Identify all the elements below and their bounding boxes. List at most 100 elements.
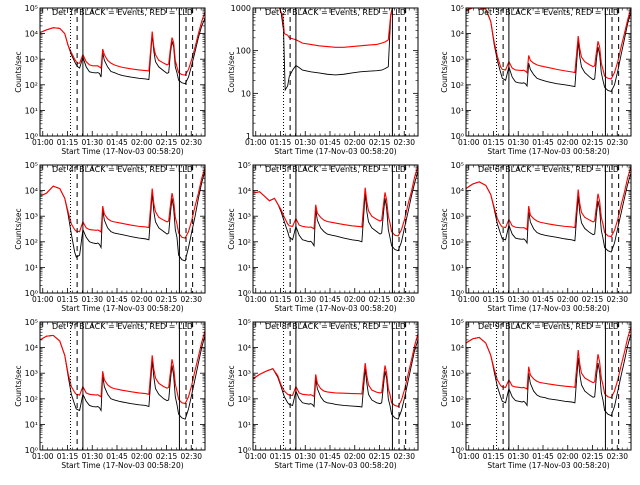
y-tick-label: 10² bbox=[238, 395, 251, 404]
y-tick-label: 10¹ bbox=[25, 263, 38, 272]
x-tick-label: 01:30 bbox=[294, 452, 316, 461]
series-line-events bbox=[253, 339, 418, 420]
y-tick-label: 10⁰ bbox=[25, 132, 38, 141]
y-axis-label: Counts/sec bbox=[440, 208, 449, 249]
x-tick-label: 02:30 bbox=[180, 138, 202, 147]
plot-frame bbox=[39, 321, 206, 451]
y-tick-label: 10⁴ bbox=[25, 344, 38, 353]
x-tick-label: 02:00 bbox=[344, 138, 366, 147]
y-axis-label: Counts/sec bbox=[14, 208, 23, 249]
plot-frame bbox=[39, 164, 206, 294]
x-tick-label: 01:30 bbox=[507, 452, 529, 461]
y-axis-label: Counts/sec bbox=[440, 365, 449, 406]
y-tick-label: 10⁰ bbox=[238, 289, 251, 298]
x-tick-label: 01:00 bbox=[245, 295, 267, 304]
plot-frame bbox=[39, 7, 206, 137]
x-tick-label: 02:00 bbox=[131, 295, 153, 304]
x-axis-label: Start Time (17-Nov-03 00:58:20) bbox=[487, 147, 609, 156]
x-tick-label: 02:30 bbox=[606, 295, 628, 304]
chart-panel-2: 1 10 100 1000 01:00 01:15 01:30 01:45 02:00 02:15… bbox=[227, 4, 419, 156]
chart-title: Det 1f BLACK = Events, RED = LLD bbox=[52, 8, 193, 17]
chart-title: Det 4f BLACK = Events, RED = LLD bbox=[52, 165, 193, 174]
y-tick-label: 10⁵ bbox=[451, 161, 464, 170]
plot-frame bbox=[465, 321, 632, 451]
series-line-lld bbox=[253, 333, 418, 408]
plot-frame bbox=[252, 321, 419, 451]
y-tick-label: 10⁵ bbox=[25, 318, 38, 327]
y-tick-label: 10¹ bbox=[25, 106, 38, 115]
chart-title: Det 5f BLACK = Events, RED = LLD bbox=[265, 165, 406, 174]
y-tick-label: 1000 bbox=[231, 4, 251, 13]
y-tick-label: 10³ bbox=[451, 212, 464, 221]
x-tick-label: 01:45 bbox=[532, 295, 554, 304]
x-axis-label: Start Time (17-Nov-03 00:58:20) bbox=[61, 461, 183, 470]
x-tick-label: 01:45 bbox=[532, 138, 554, 147]
series-line-events bbox=[466, 8, 631, 92]
y-tick-label: 10⁴ bbox=[451, 187, 464, 196]
y-tick-label: 10⁰ bbox=[25, 446, 38, 455]
chart-title: Det 9f BLACK = Events, RED = LLD bbox=[478, 322, 619, 331]
y-tick-label: 10¹ bbox=[451, 106, 464, 115]
x-tick-label: 01:00 bbox=[458, 452, 480, 461]
series-line-events bbox=[466, 333, 631, 417]
y-tick-label: 10² bbox=[451, 395, 464, 404]
y-tick-label: 10² bbox=[25, 81, 38, 90]
series-line-events bbox=[253, 170, 418, 252]
x-tick-label: 01:00 bbox=[32, 138, 54, 147]
y-tick-label: 1 bbox=[246, 132, 251, 141]
x-tick-label: 01:45 bbox=[532, 452, 554, 461]
x-tick-label: 02:00 bbox=[131, 452, 153, 461]
x-tick-label: 02:15 bbox=[156, 295, 178, 304]
x-tick-label: 02:15 bbox=[369, 295, 391, 304]
x-tick-label: 02:00 bbox=[344, 295, 366, 304]
x-tick-label: 01:45 bbox=[106, 295, 128, 304]
x-axis-label: Start Time (17-Nov-03 00:58:20) bbox=[274, 461, 396, 470]
x-tick-label: 01:15 bbox=[483, 138, 505, 147]
x-tick-label: 02:00 bbox=[557, 295, 579, 304]
x-tick-label: 02:00 bbox=[344, 452, 366, 461]
y-tick-label: 10⁰ bbox=[451, 289, 464, 298]
plot-frame bbox=[465, 164, 632, 294]
x-tick-label: 02:15 bbox=[369, 452, 391, 461]
y-tick-label: 10⁰ bbox=[25, 289, 38, 298]
x-tick-label: 01:45 bbox=[106, 138, 128, 147]
x-tick-label: 02:15 bbox=[582, 295, 604, 304]
y-tick-label: 10¹ bbox=[25, 420, 38, 429]
y-tick-label: 10⁴ bbox=[451, 344, 464, 353]
x-tick-label: 02:00 bbox=[131, 138, 153, 147]
x-tick-label: 01:15 bbox=[57, 138, 79, 147]
x-tick-label: 01:00 bbox=[458, 138, 480, 147]
x-tick-label: 01:15 bbox=[483, 295, 505, 304]
y-tick-label: 10⁵ bbox=[451, 318, 464, 327]
series-line-lld bbox=[253, 166, 418, 237]
x-tick-label: 01:45 bbox=[319, 452, 341, 461]
series-line-lld bbox=[466, 326, 631, 399]
x-tick-label: 01:30 bbox=[81, 138, 103, 147]
y-tick-label: 10⁴ bbox=[25, 30, 38, 39]
x-tick-label: 02:30 bbox=[393, 295, 415, 304]
series-line-events bbox=[253, 8, 418, 92]
x-tick-label: 01:45 bbox=[319, 138, 341, 147]
chart-title: Det 3f BLACK = Events, RED = LLD bbox=[478, 8, 619, 17]
y-tick-label: 10³ bbox=[238, 212, 251, 221]
y-tick-label: 10² bbox=[25, 238, 38, 247]
x-tick-label: 02:15 bbox=[369, 138, 391, 147]
x-tick-label: 01:30 bbox=[507, 138, 529, 147]
x-tick-label: 01:00 bbox=[245, 138, 267, 147]
x-tick-label: 01:15 bbox=[57, 295, 79, 304]
x-tick-label: 02:30 bbox=[180, 452, 202, 461]
x-tick-label: 01:15 bbox=[270, 452, 292, 461]
y-tick-label: 100 bbox=[236, 47, 251, 56]
x-tick-label: 01:30 bbox=[507, 295, 529, 304]
plot-frame bbox=[252, 7, 419, 137]
series-line-lld bbox=[40, 330, 205, 405]
x-axis-label: Start Time (17-Nov-03 00:58:20) bbox=[61, 304, 183, 313]
y-tick-label: 10⁴ bbox=[238, 187, 251, 196]
y-tick-label: 10² bbox=[238, 238, 251, 247]
